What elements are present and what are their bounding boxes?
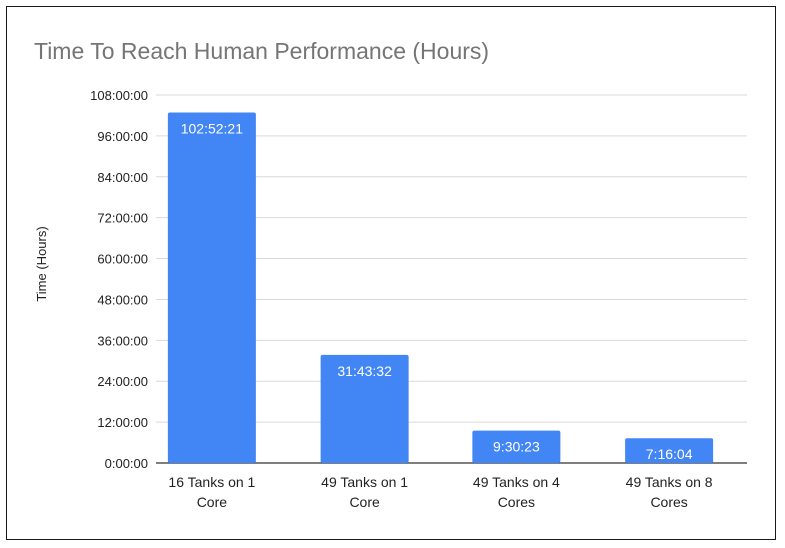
bars: 102:52:21 31:43:32 9:30:23 7:16:04 [167, 112, 714, 463]
x-tick-label: Core [197, 494, 228, 510]
bar [167, 112, 256, 463]
y-axis-ticks: 0:00:00 12:00:00 24:00:00 36:00:00 48:00:00 6… [90, 88, 148, 471]
x-axis-ticks: 16 Tanks on 1 Core 49 Tanks on 1 Core 49 Tan… [168, 474, 712, 510]
y-tick-label: 48:00:00 [97, 292, 148, 307]
bar-data-label: 7:16:04 [646, 446, 693, 462]
y-tick-label: 60:00:00 [97, 252, 148, 267]
chart-title: Time To Reach Human Performance (Hours) [34, 38, 489, 64]
bar-data-label: 31:43:32 [337, 363, 392, 379]
y-tick-label: 108:00:00 [90, 88, 148, 103]
y-axis-label: Time (Hours) [34, 226, 49, 301]
x-tick-label: 16 Tanks on 1 [168, 474, 255, 490]
x-tick-label: Cores [650, 494, 687, 510]
bar [320, 354, 409, 463]
x-tick-label: Core [349, 494, 380, 510]
bar-data-label: 9:30:23 [493, 439, 540, 455]
bar [625, 438, 714, 463]
y-tick-label: 84:00:00 [97, 170, 148, 185]
bar-data-label: 102:52:21 [181, 120, 243, 136]
y-tick-label: 72:00:00 [97, 211, 148, 226]
x-tick-label: 49 Tanks on 8 [626, 474, 713, 490]
y-tick-label: 36:00:00 [97, 333, 148, 348]
x-tick-label: Cores [498, 494, 535, 510]
y-tick-label: 0:00:00 [105, 456, 148, 471]
y-tick-label: 12:00:00 [97, 415, 148, 430]
x-tick-label: 49 Tanks on 4 [473, 474, 560, 490]
x-tick-label: 49 Tanks on 1 [321, 474, 408, 490]
bar [472, 430, 561, 463]
y-tick-label: 24:00:00 [97, 374, 148, 389]
y-tick-label: 96:00:00 [97, 129, 148, 144]
